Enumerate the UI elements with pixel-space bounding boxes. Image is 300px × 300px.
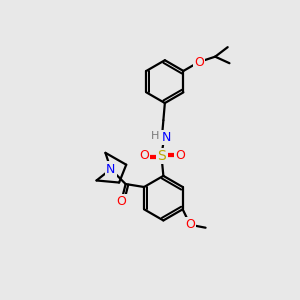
Text: H: H bbox=[151, 131, 160, 141]
Text: S: S bbox=[158, 149, 166, 163]
Text: O: O bbox=[139, 149, 149, 162]
Text: O: O bbox=[175, 149, 185, 162]
Text: N: N bbox=[106, 163, 116, 176]
Text: O: O bbox=[185, 218, 195, 231]
Text: O: O bbox=[116, 195, 126, 208]
Text: N: N bbox=[161, 131, 171, 144]
Text: O: O bbox=[194, 56, 204, 68]
